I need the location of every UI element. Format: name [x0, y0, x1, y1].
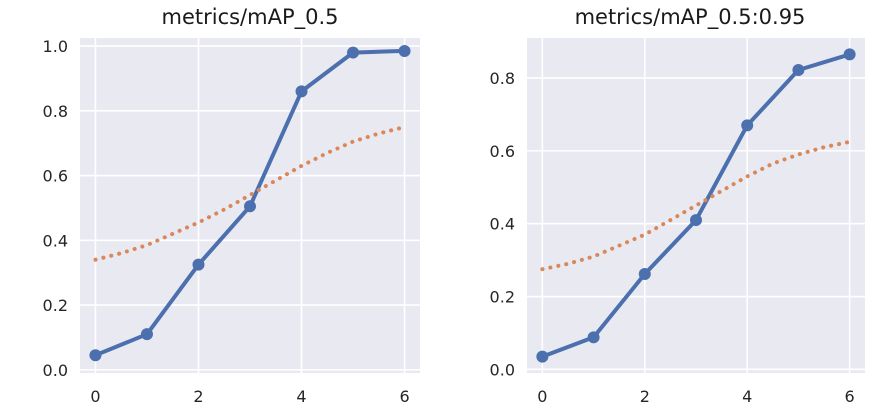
x-tick-label: 2	[640, 387, 650, 406]
x-tick-label: 4	[742, 387, 752, 406]
data-point	[690, 214, 702, 227]
y-tick-label: 0.6	[490, 142, 515, 161]
plot-area	[527, 38, 865, 373]
y-tick-label: 1.0	[43, 37, 68, 56]
smoothed-series-line	[93, 125, 407, 262]
data-point	[638, 267, 651, 280]
data-point	[741, 119, 754, 132]
y-tick-label: 0.6	[43, 167, 68, 186]
data-point	[295, 85, 308, 98]
y-tick-label: 0.4	[490, 215, 515, 234]
data-point	[398, 44, 411, 57]
y-tick-label: 0.0	[43, 361, 68, 380]
x-tick-label: 2	[193, 387, 203, 406]
x-tick-label: 6	[399, 387, 409, 406]
y-tick-label: 0.8	[490, 69, 515, 88]
data-point	[347, 46, 360, 59]
y-tick-label: 0.8	[43, 102, 68, 121]
chart-title: metrics/mAP_0.5	[161, 5, 338, 30]
y-tick-label: 0.0	[490, 360, 515, 379]
y-tick-label: 0.2	[490, 288, 515, 307]
x-tick-label: 4	[296, 387, 306, 406]
chart-panel-map50-95: 0 2 4 6 0.0 0.2 0.4 0.6 0.8 metrics/mAP_0.5:0.95	[490, 5, 865, 406]
data-point	[536, 350, 549, 363]
data-point	[843, 48, 856, 61]
x-tick-label: 0	[537, 387, 547, 406]
data-point	[140, 328, 153, 341]
data-point	[587, 331, 600, 344]
x-tick-label: 6	[845, 387, 855, 406]
smoothed-series-line	[540, 139, 852, 272]
data-point	[792, 64, 805, 77]
chart-title: metrics/mAP_0.5:0.95	[575, 5, 806, 30]
data-point	[89, 349, 102, 362]
x-tick-label: 0	[90, 387, 100, 406]
data-point	[192, 258, 205, 271]
y-tick-label: 0.2	[43, 296, 68, 315]
chart-panel-map50: 0 2 4 6 0.0 0.2 0.4 0.6 0.8 1.0 metrics/mAP_0.5	[43, 5, 420, 406]
y-tick-label: 0.4	[43, 231, 68, 250]
data-point	[244, 200, 256, 213]
